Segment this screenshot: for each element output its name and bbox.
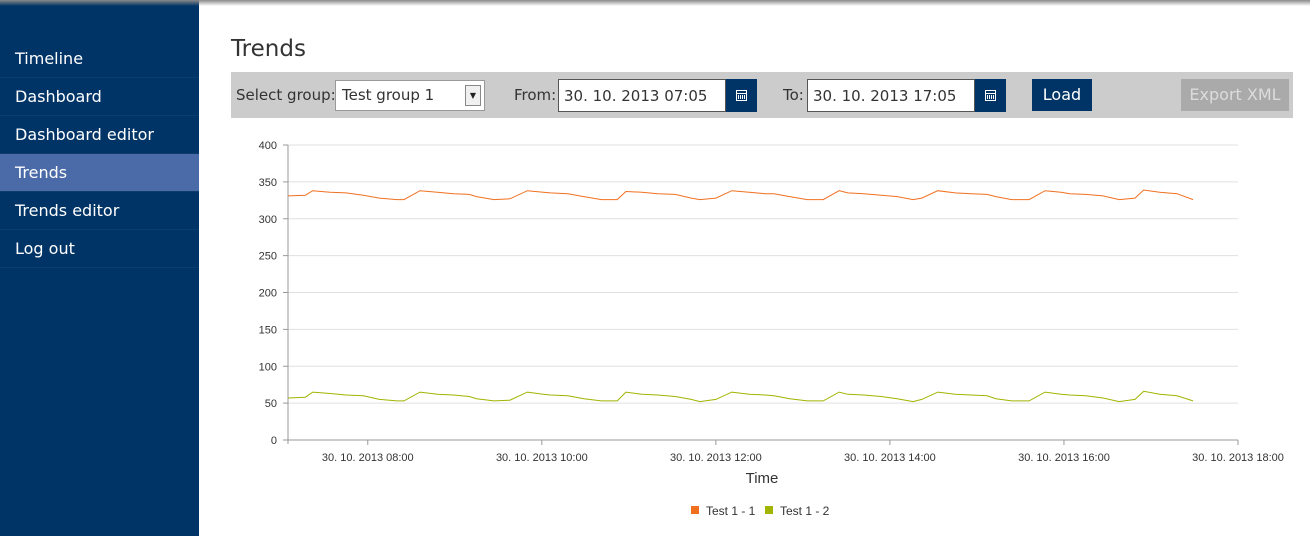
series-line-2 [287,390,1194,403]
sidebar-item-trends-editor[interactable]: Trends editor [0,192,199,230]
sidebar-item-dashboard-editor[interactable]: Dashboard editor [0,116,199,154]
x-axis-title: Time [746,470,779,487]
legend-swatch-test-1-2 [765,506,773,514]
y-tick-label: 300 [259,214,277,226]
y-tick-label: 150 [259,324,277,336]
group-label: Select group: [236,86,336,104]
from-date-input[interactable] [558,79,726,112]
chart-axes: 0 50 100 150 200 250 300 350 400 30. 10. 2013 08:… [259,140,1284,464]
x-tick-label: 30. 10. 2013 16:00 [1018,452,1110,464]
to-label: To: [783,86,804,104]
chart-grid [288,144,1238,404]
sidebar-item-timeline[interactable]: Timeline [0,40,199,78]
top-shadow [0,0,1310,6]
calendar-icon [736,90,747,101]
calendar-icon [985,90,996,101]
y-tick-label: 200 [259,288,277,300]
legend-label-test-1-1: Test 1 - 1 [706,504,756,518]
y-tick-label: 250 [259,251,277,263]
to-date-input[interactable] [807,79,975,112]
y-tick-label: 100 [259,361,277,373]
chart-legend: Test 1 - 1 Test 1 - 2 [691,504,830,518]
from-label: From: [514,86,557,104]
trend-toolbar: Select group: Test group 1 ▼ From: To: L… [231,72,1293,118]
y-tick-label: 350 [259,177,277,189]
legend-swatch-test-1-1 [691,506,699,514]
export-xml-button[interactable]: Export XML [1181,79,1289,111]
main-content: Trends Select group: Test group 1 ▼ From… [199,0,1310,536]
chart-series [287,189,1194,403]
page-title: Trends [231,36,306,62]
sidebar: Timeline Dashboard Dashboard editor Tren… [0,0,199,536]
load-button[interactable]: Load [1032,79,1092,111]
chevron-down-icon[interactable]: ▼ [465,85,481,106]
sidebar-item-dashboard[interactable]: Dashboard [0,78,199,116]
legend-label-test-1-2: Test 1 - 2 [780,504,830,518]
x-tick-label: 30. 10. 2013 10:00 [496,452,588,464]
sidebar-item-trends[interactable]: Trends [0,154,199,192]
x-tick-label: 30. 10. 2013 18:00 [1192,452,1284,464]
series-line-1 [287,189,1194,201]
from-calendar-button[interactable] [726,79,757,112]
sidebar-item-log-out[interactable]: Log out [0,230,199,268]
group-select-value: Test group 1 [342,86,435,104]
y-tick-label: 400 [259,140,277,152]
x-tick-label: 30. 10. 2013 08:00 [322,452,414,464]
x-tick-label: 30. 10. 2013 12:00 [670,452,762,464]
to-calendar-button[interactable] [975,79,1006,112]
y-tick-label: 0 [271,435,277,447]
group-select[interactable]: Test group 1 ▼ [335,80,485,111]
x-tick-label: 30. 10. 2013 14:00 [844,452,936,464]
y-tick-label: 50 [265,398,277,410]
